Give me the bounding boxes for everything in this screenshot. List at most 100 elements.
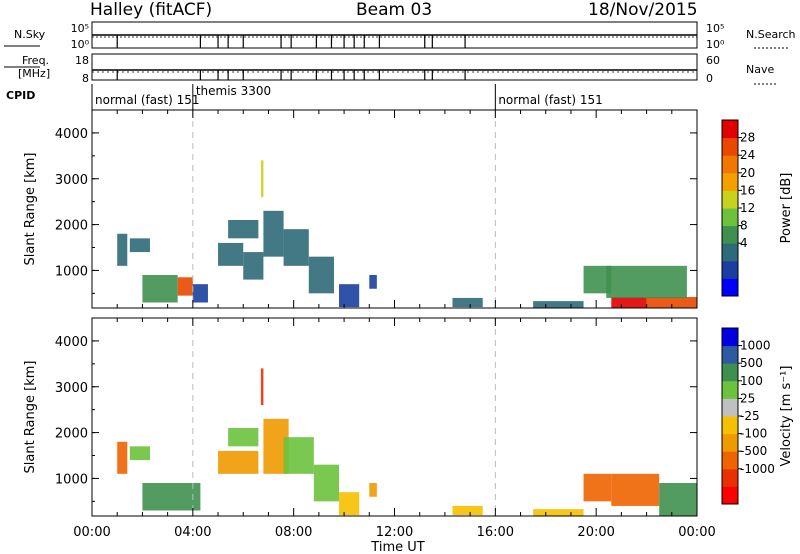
scatter-patch bbox=[243, 252, 264, 280]
colorbar-swatch bbox=[722, 451, 738, 470]
colorbar-swatch bbox=[722, 380, 738, 399]
scatter-patch bbox=[583, 473, 612, 502]
colorbar-swatch bbox=[722, 260, 738, 279]
scatter-patch bbox=[452, 505, 483, 516]
colorbar-swatch bbox=[722, 120, 738, 139]
colorbar-swatch bbox=[722, 172, 738, 191]
scatter-patch bbox=[218, 450, 259, 474]
x-tick-label: 00:00 bbox=[73, 525, 110, 540]
cpid-label: CPID bbox=[6, 89, 35, 102]
colorbar-tick-label: 4 bbox=[740, 236, 748, 250]
scatter-patch bbox=[228, 428, 259, 447]
scatter-patch bbox=[452, 297, 483, 308]
scatter-patch bbox=[117, 441, 128, 474]
scatter-patch bbox=[659, 483, 697, 516]
colorbar-swatch bbox=[722, 137, 738, 156]
scatter-patch bbox=[260, 160, 264, 198]
scatter-patch bbox=[263, 210, 284, 257]
freq-strip-frame bbox=[91, 53, 698, 81]
x-tick-label: 12:00 bbox=[376, 525, 413, 540]
scatter-patch bbox=[117, 233, 128, 266]
x-tick-label: 20:00 bbox=[577, 525, 614, 540]
y-axis-label: Slant Range [km] bbox=[23, 153, 38, 266]
x-tick-label: 08:00 bbox=[275, 525, 312, 540]
colorbar-tick-label: -100 bbox=[740, 427, 767, 441]
colorbar-tick-label: 1000 bbox=[740, 339, 771, 353]
colorbar-tick-label: 20 bbox=[740, 166, 755, 180]
date-title: 18/Nov/2015 bbox=[588, 0, 698, 20]
freq-tick-top: 18 bbox=[75, 54, 89, 67]
scatter-patch bbox=[260, 368, 264, 406]
colorbar-swatch bbox=[722, 243, 738, 262]
scatter-patch bbox=[142, 483, 201, 511]
colorbar-swatch bbox=[722, 416, 738, 435]
scatter-patch bbox=[339, 492, 360, 516]
colorbar-tick-label: 25 bbox=[740, 391, 755, 405]
colorbar-tick-label: -500 bbox=[740, 444, 767, 458]
scatter-patch bbox=[369, 483, 377, 497]
y-tick-label: 2000 bbox=[55, 427, 88, 442]
y-tick-label: 3000 bbox=[55, 381, 88, 396]
y-tick-label: 4000 bbox=[55, 127, 88, 142]
y-tick-label: 1000 bbox=[55, 472, 88, 487]
colorbar-swatch bbox=[722, 155, 738, 174]
x-axis-label: Time UT bbox=[370, 540, 424, 554]
cpid-segment-label: normal (fast) 151 bbox=[95, 93, 199, 107]
scatter-patch bbox=[177, 277, 193, 296]
scatter-patch bbox=[313, 464, 340, 502]
colorbar-tick-label: 24 bbox=[740, 148, 755, 162]
freq-tick-bottom: 8 bbox=[82, 72, 89, 85]
colorbar-tick-label: 12 bbox=[740, 201, 755, 215]
nsearch-tick-bottom: 10⁰ bbox=[706, 38, 725, 51]
nave-tick-top: 60 bbox=[706, 54, 720, 67]
colorbar-tick-label: 16 bbox=[740, 183, 755, 197]
freq-label-top: Freq. bbox=[22, 54, 49, 67]
nsky-label: N.Sky bbox=[14, 28, 46, 41]
scatter-patch bbox=[611, 473, 660, 506]
scatter-patch bbox=[611, 297, 647, 308]
colorbar-label: Velocity [m s⁻¹] bbox=[779, 366, 794, 467]
nsky-tick-bottom: 10⁰ bbox=[71, 38, 90, 51]
y-tick-label: 1000 bbox=[55, 264, 88, 279]
x-tick-label: 00:00 bbox=[678, 525, 715, 540]
y-tick-label: 4000 bbox=[55, 335, 88, 350]
colorbar-tick-label: 28 bbox=[740, 131, 755, 145]
y-tick-label: 2000 bbox=[55, 219, 88, 234]
scatter-patch bbox=[283, 229, 309, 266]
scatter-patch bbox=[283, 437, 314, 474]
colorbar-tick-label: -25 bbox=[740, 409, 760, 423]
colorbar-swatch bbox=[722, 363, 738, 382]
nave-label: Nave bbox=[746, 63, 774, 76]
colorbar-swatch bbox=[722, 328, 738, 347]
velocity-panel bbox=[91, 317, 742, 517]
colorbar-swatch bbox=[722, 225, 738, 244]
scatter-patch bbox=[192, 284, 208, 303]
freq-label-bottom: [MHz] bbox=[18, 67, 50, 80]
colorbar-swatch bbox=[722, 486, 738, 505]
x-tick-label: 04:00 bbox=[174, 525, 211, 540]
scatter-patch bbox=[646, 297, 697, 308]
colorbar-label: Power [dB] bbox=[779, 173, 794, 244]
colorbar-swatch bbox=[722, 345, 738, 364]
y-tick-label: 3000 bbox=[55, 173, 88, 188]
scatter-patch bbox=[369, 275, 377, 289]
colorbar-swatch bbox=[722, 208, 738, 227]
scatter-patch bbox=[129, 446, 150, 461]
scatter-patch bbox=[533, 301, 584, 308]
nsky-tick-top: 10⁵ bbox=[71, 22, 89, 35]
scatter-patch bbox=[129, 238, 150, 253]
scatter-patch bbox=[606, 265, 687, 298]
colorbar-tick-label: 500 bbox=[740, 356, 763, 370]
beam-title: Beam 03 bbox=[356, 0, 433, 20]
colorbar-swatch bbox=[722, 468, 738, 487]
nsearch-label: N.Search bbox=[746, 28, 796, 41]
colorbar-tick-label: -1000 bbox=[740, 462, 775, 476]
cpid-segment-label: normal (fast) 151 bbox=[498, 93, 602, 107]
colorbar-tick-label: 8 bbox=[740, 219, 748, 233]
x-tick-label: 16:00 bbox=[477, 525, 514, 540]
y-axis-label: Slant Range [km] bbox=[23, 361, 38, 474]
power-panel bbox=[91, 109, 742, 309]
scatter-patch bbox=[339, 284, 360, 308]
scatter-patch bbox=[142, 275, 178, 303]
